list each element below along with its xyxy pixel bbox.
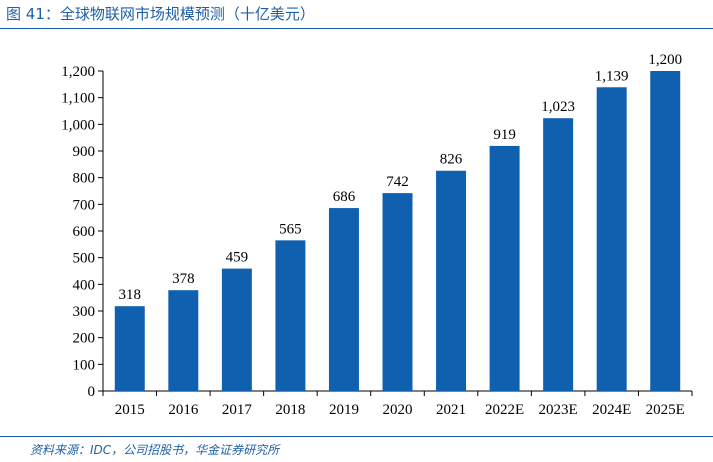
x-tick-label: 2020 [383, 402, 413, 418]
bar-value-label: 1,023 [541, 99, 575, 115]
x-tick-label: 2025E [646, 402, 685, 418]
bar-2025E [650, 71, 681, 391]
x-tick-label: 2015 [115, 402, 145, 418]
y-axis: 0 100 200 300 400 500 600 700 800 900 1,000 1,100 1,… [61, 64, 104, 400]
bar-2016 [168, 290, 199, 391]
y-tick-label: 0 [88, 384, 96, 400]
bar-value-label: 459 [226, 250, 249, 266]
x-tick-label: 2024E [592, 402, 631, 418]
y-tick-label: 900 [73, 144, 96, 160]
bar-2024E [596, 87, 627, 392]
y-tick-label: 800 [73, 171, 96, 187]
bar-value-label: 742 [386, 174, 409, 190]
x-tick-label: 2023E [539, 402, 578, 418]
title-rule [0, 28, 713, 29]
bar-value-label: 919 [493, 127, 516, 143]
x-tick-label: 2016 [168, 402, 199, 418]
bar-2020 [382, 193, 413, 391]
x-tick-label: 2022E [485, 402, 524, 418]
y-tick-label: 1,000 [61, 117, 95, 133]
source-note: 资料来源：IDC，公司招股书，华金证券研究所 [30, 443, 280, 457]
bar-2021 [436, 170, 467, 391]
bar-value-label: 565 [279, 221, 302, 237]
x-tick-label: 2019 [329, 402, 359, 418]
bar-2023E [543, 118, 574, 391]
bar-2018 [275, 240, 306, 391]
x-tick-label: 2018 [275, 402, 305, 418]
source-rule [0, 436, 713, 437]
bar-value-label: 1,200 [648, 52, 682, 68]
x-tick-label: 2021 [436, 402, 466, 418]
bar-value-label: 826 [440, 152, 463, 168]
x-axis: 2015 2016 2017 2018 2019 2020 2021 2022E 2023E 20… [102, 390, 693, 418]
y-tick-label: 500 [73, 251, 96, 267]
y-tick-label: 600 [73, 224, 96, 240]
y-tick-label: 100 [73, 357, 96, 373]
bar-value-label: 686 [333, 189, 356, 205]
bar-2017 [221, 268, 252, 391]
bars [114, 71, 681, 392]
bar-2015 [114, 306, 145, 391]
y-tick-label: 700 [73, 197, 96, 213]
bar-2022E [489, 145, 520, 391]
bar-value-label: 1,139 [595, 68, 629, 84]
y-tick-label: 1,100 [61, 91, 95, 107]
y-tick-label: 300 [73, 304, 96, 320]
y-tick-label: 1,200 [61, 64, 95, 80]
y-tick-label: 400 [73, 277, 96, 293]
bar-value-label: 378 [172, 271, 195, 287]
bar-value-label: 318 [119, 287, 142, 303]
x-tick-label: 2017 [222, 402, 253, 418]
figure-title: 图 41：全球物联网市场规模预测（十亿美元） [6, 5, 315, 23]
y-tick-label: 200 [73, 331, 96, 347]
bar-2019 [328, 208, 359, 391]
bar-value-labels: 318 378 459 565 686 742 826 919 1,023 1,139 1,200 [119, 52, 683, 303]
